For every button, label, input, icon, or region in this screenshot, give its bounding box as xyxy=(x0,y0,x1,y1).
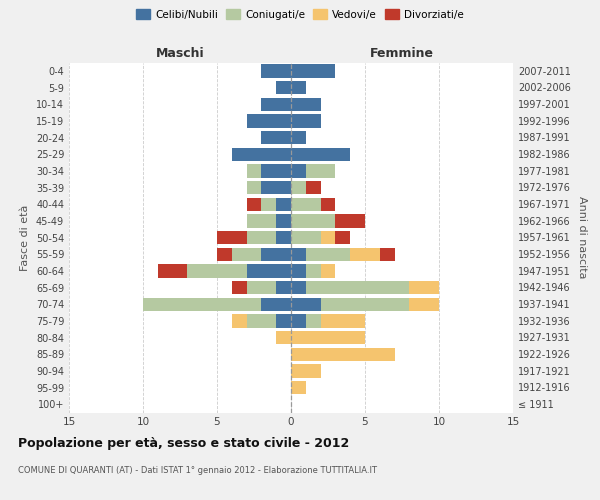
Bar xyxy=(247,181,262,194)
Bar xyxy=(232,148,291,161)
Bar xyxy=(217,248,232,261)
Bar xyxy=(247,231,276,244)
Bar xyxy=(232,281,247,294)
Bar xyxy=(335,214,365,228)
Bar xyxy=(247,264,291,278)
Bar xyxy=(247,164,262,177)
Y-axis label: Anni di nascita: Anni di nascita xyxy=(577,196,587,278)
Text: Maschi: Maschi xyxy=(155,47,205,60)
Bar xyxy=(291,231,320,244)
Bar xyxy=(262,64,291,78)
Text: Popolazione per età, sesso e stato civile - 2012: Popolazione per età, sesso e stato civil… xyxy=(18,438,349,450)
Bar xyxy=(276,314,291,328)
Bar xyxy=(291,131,306,144)
Bar xyxy=(291,331,365,344)
Bar xyxy=(262,98,291,111)
Bar xyxy=(291,164,306,177)
Bar xyxy=(247,281,276,294)
Bar xyxy=(306,314,320,328)
Bar xyxy=(291,381,306,394)
Bar xyxy=(276,198,291,211)
Bar xyxy=(262,298,291,311)
Bar xyxy=(262,131,291,144)
Bar xyxy=(291,314,306,328)
Bar xyxy=(409,281,439,294)
Bar xyxy=(291,64,335,78)
Bar xyxy=(291,148,350,161)
Bar xyxy=(262,181,291,194)
Bar xyxy=(262,248,291,261)
Bar xyxy=(232,248,262,261)
Bar xyxy=(247,198,262,211)
Bar xyxy=(276,231,291,244)
Bar xyxy=(262,164,291,177)
Bar xyxy=(291,298,320,311)
Bar xyxy=(350,248,380,261)
Bar xyxy=(380,248,395,261)
Bar xyxy=(291,264,306,278)
Bar xyxy=(143,298,262,311)
Bar xyxy=(232,314,247,328)
Bar xyxy=(306,248,350,261)
Text: Femmine: Femmine xyxy=(370,47,434,60)
Bar xyxy=(291,248,306,261)
Bar xyxy=(247,214,276,228)
Y-axis label: Fasce di età: Fasce di età xyxy=(20,204,30,270)
Bar xyxy=(306,164,335,177)
Bar xyxy=(276,214,291,228)
Bar xyxy=(247,314,276,328)
Legend: Celibi/Nubili, Coniugati/e, Vedovi/e, Divorziati/e: Celibi/Nubili, Coniugati/e, Vedovi/e, Di… xyxy=(132,5,468,24)
Bar xyxy=(276,331,291,344)
Bar xyxy=(320,264,335,278)
Bar xyxy=(306,281,409,294)
Bar xyxy=(291,81,306,94)
Bar xyxy=(306,181,320,194)
Bar xyxy=(320,298,409,311)
Bar xyxy=(291,114,320,128)
Bar xyxy=(187,264,247,278)
Bar xyxy=(291,364,320,378)
Bar xyxy=(276,81,291,94)
Bar xyxy=(276,281,291,294)
Bar xyxy=(335,231,350,244)
Bar xyxy=(291,348,395,361)
Bar xyxy=(291,214,335,228)
Bar xyxy=(247,114,291,128)
Bar xyxy=(409,298,439,311)
Bar xyxy=(291,98,320,111)
Bar xyxy=(291,198,320,211)
Bar xyxy=(320,231,335,244)
Bar xyxy=(217,231,247,244)
Bar xyxy=(291,181,306,194)
Bar xyxy=(320,198,335,211)
Bar xyxy=(158,264,187,278)
Bar xyxy=(306,264,320,278)
Bar xyxy=(291,281,306,294)
Bar xyxy=(320,314,365,328)
Bar xyxy=(262,198,276,211)
Text: COMUNE DI QUARANTI (AT) - Dati ISTAT 1° gennaio 2012 - Elaborazione TUTTITALIA.I: COMUNE DI QUARANTI (AT) - Dati ISTAT 1° … xyxy=(18,466,377,475)
